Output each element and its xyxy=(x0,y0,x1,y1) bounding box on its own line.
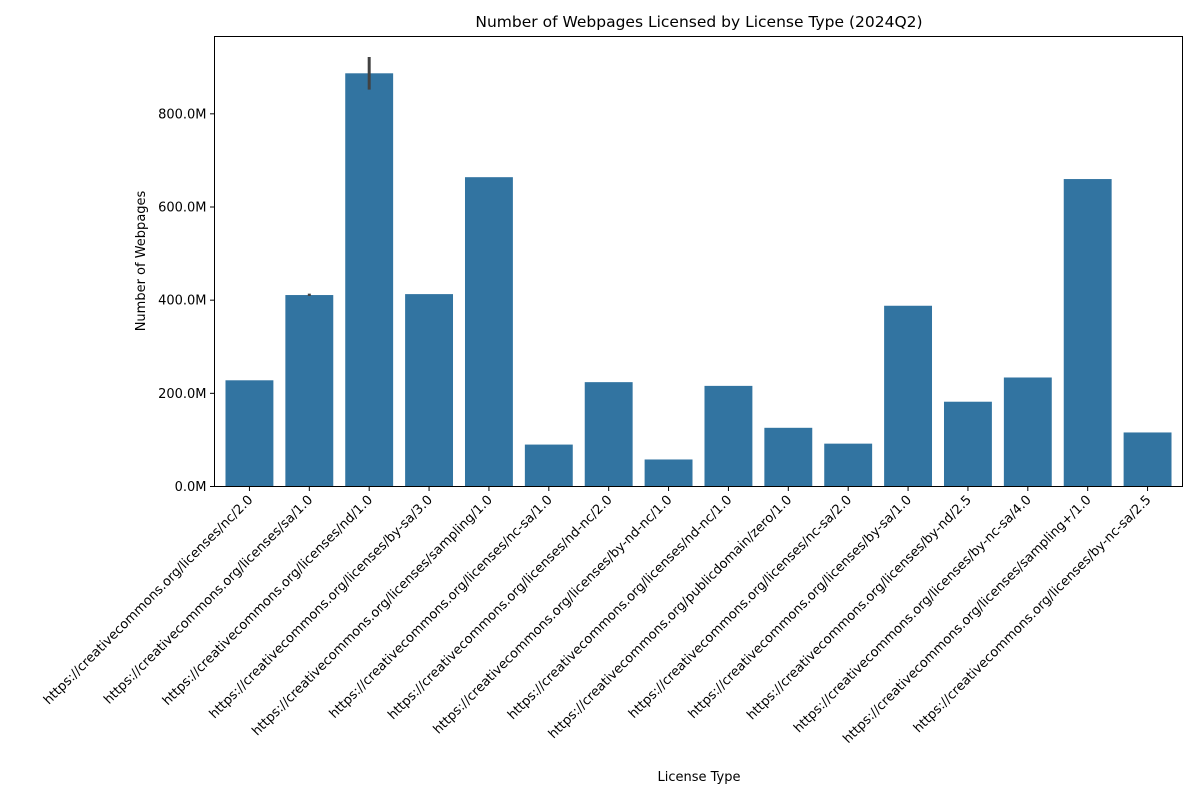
bar xyxy=(584,382,633,487)
y-axis: 0.0M 200.0M 400.0M 600.0M 800.0M xyxy=(158,107,215,495)
x-tick-label: https://creativecommons.org/licenses/nd-… xyxy=(385,493,615,723)
y-tick-label: 200.0M xyxy=(158,387,206,402)
bar xyxy=(225,380,274,487)
bar xyxy=(524,444,573,487)
bar xyxy=(405,294,454,487)
x-tick-label: https://creativecommons.org/licenses/nc/… xyxy=(41,493,256,708)
chart-title: Number of Webpages Licensed by License T… xyxy=(475,13,922,31)
bar xyxy=(1003,377,1052,487)
bar xyxy=(464,177,513,487)
x-tick-label: https://creativecommons.org/licenses/nd-… xyxy=(505,493,735,723)
y-axis-label: Number of Webpages xyxy=(134,190,149,331)
x-tick-label: https://creativecommons.org/licenses/nc-… xyxy=(327,493,556,722)
y-tick-label: 800.0M xyxy=(158,107,206,122)
y-tick-label: 600.0M xyxy=(158,200,206,215)
bar xyxy=(884,305,933,487)
bar xyxy=(345,73,394,487)
x-tick-label: https://creativecommons.org/licenses/nd/… xyxy=(160,493,376,709)
bar xyxy=(285,295,334,487)
bar xyxy=(704,385,753,487)
bar xyxy=(764,427,813,487)
bar xyxy=(824,443,873,487)
y-tick-label: 400.0M xyxy=(158,294,206,309)
x-tick-label: https://creativecommons.org/licenses/sa/… xyxy=(101,493,316,708)
x-tick-label: https://creativecommons.org/licenses/by-… xyxy=(686,493,915,722)
x-tick-label: https://creativecommons.org/licenses/by-… xyxy=(207,493,436,722)
x-axis: https://creativecommons.org/licenses/nc/… xyxy=(41,486,1154,747)
x-axis-label: License Type xyxy=(657,770,740,785)
x-tick-label: https://creativecommons.org/licenses/nc-… xyxy=(626,493,855,722)
y-tick-label: 0.0M xyxy=(175,480,207,495)
x-tick-label: https://creativecommons.org/licenses/by-… xyxy=(744,493,974,723)
plot-area xyxy=(225,56,1172,487)
plot-frame xyxy=(214,36,1183,487)
bar xyxy=(1123,432,1172,487)
bar xyxy=(644,459,693,487)
bar xyxy=(943,401,992,487)
bar xyxy=(1063,179,1112,487)
